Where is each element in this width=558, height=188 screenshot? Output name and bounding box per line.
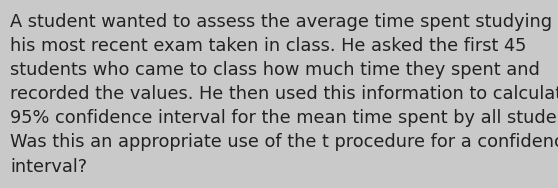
Text: recorded the values. He then used this information to calculate a: recorded the values. He then used this i… [10,85,558,103]
Text: Was this an appropriate use of the t procedure for a confidence: Was this an appropriate use of the t pro… [10,133,558,152]
Text: students who came to class how much time they spent and: students who came to class how much time… [10,61,540,79]
Text: A student wanted to assess the average time spent studying for: A student wanted to assess the average t… [10,13,558,31]
Text: his most recent exam taken in class. He asked the first 45: his most recent exam taken in class. He … [10,37,526,55]
Text: interval?: interval? [10,158,87,176]
Text: 95% confidence interval for the mean time spent by all students.: 95% confidence interval for the mean tim… [10,109,558,127]
